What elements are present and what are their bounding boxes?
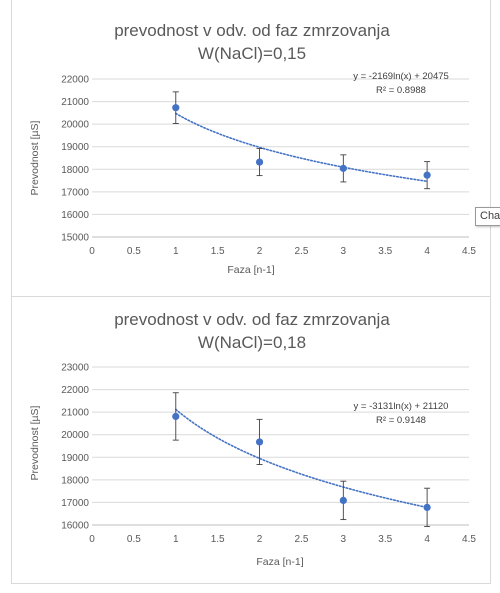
x-tick-label: 2 [257,246,263,257]
y-tick-label: 22000 [61,385,89,396]
y-tick-label: 17000 [61,498,89,509]
x-tick-label: 3 [341,534,347,545]
x-tick-label: 0 [89,534,95,545]
x-tick-label: 1.5 [211,246,225,257]
chart-tooltip: Cha [475,207,500,226]
x-tick-label: 0 [89,246,95,257]
trendline-r-squared: R² = 0.9148 [376,415,426,426]
x-tick-label: 2 [257,534,263,545]
x-tick-label: 3.5 [378,246,392,257]
y-tick-label: 22000 [61,75,89,86]
data-points [172,104,431,179]
chart-title-line1: prevodnost v odv. od faz zmrzovanja [114,21,390,40]
x-tick-label: 3.5 [378,534,392,545]
x-tick-label: 4 [424,246,430,257]
y-tick-label: 18000 [61,165,89,176]
chart-svg-018: prevodnost v odv. od faz zmrzovanja W(Na… [29,310,476,568]
error-bars [172,91,431,190]
y-axis-label: Prevodnost [µS] [29,120,41,195]
x-tick-label: 1 [173,246,179,257]
trendline-path [174,112,428,183]
x-tick-label: 1 [173,534,179,545]
y-tick-label: 20000 [61,120,89,131]
y-tick-label: 18000 [61,475,89,486]
chart-title-line1: prevodnost v odv. od faz zmrzovanja [114,310,390,329]
gridlines [92,78,469,215]
data-point-4 [423,503,431,511]
y-tick-label: 17000 [61,187,89,198]
x-tick-label: 0.5 [127,246,141,257]
x-tick-label: 4.5 [462,534,476,545]
axes: 16000 17000 18000 19000 20000 21000 22000 23000… [61,363,476,546]
y-tick-label: 16000 [61,521,89,532]
x-tick-label: 0.5 [127,534,141,545]
y-tick-label: 20000 [61,430,89,441]
gridlines [92,366,469,503]
y-tick-label: 15000 [61,233,89,244]
data-point-2 [255,158,264,166]
chart-panel-conductivity-018[interactable]: prevodnost v odv. od faz zmrzovanja W(Na… [11,296,491,584]
error-bars [172,392,431,528]
x-tick-label: 1.5 [211,534,225,545]
data-point-1 [172,104,180,112]
x-tick-label: 4 [424,534,430,545]
chart-title-line2: W(NaCl)=0,18 [198,333,306,352]
x-axis-label: Faza [n-1] [227,264,274,276]
chart-title-line2: W(NaCl)=0,15 [198,44,306,63]
data-point-2 [255,438,264,446]
data-point-3 [339,164,347,172]
y-tick-label: 23000 [61,363,89,374]
trendline-equation: y = -2169ln(x) + 20475 [353,71,449,82]
x-tick-label: 2.5 [294,534,308,545]
y-tick-label: 21000 [61,97,89,108]
x-tick-label: 3 [341,246,347,257]
x-tick-label: 2.5 [294,246,308,257]
trendline-path [174,408,428,509]
y-tick-label: 19000 [61,453,89,464]
y-tick-label: 16000 [61,210,89,221]
chart-svg-015: prevodnost v odv. od faz zmrzovanja W(Na… [29,21,476,276]
trendline [174,112,428,183]
x-tick-label: 4.5 [462,246,476,257]
data-point-1 [172,412,180,421]
trendline-equation: y = -3131ln(x) + 21120 [354,401,449,412]
x-axis-label: Faza [n-1] [256,556,303,568]
data-point-4 [423,171,431,179]
axes: 15000 16000 17000 18000 19000 20000 21000 22000… [61,75,476,258]
data-points [172,412,431,511]
data-point-3 [339,496,347,504]
trendline-r-squared: R² = 0.8988 [376,85,426,96]
y-tick-label: 21000 [61,408,89,419]
y-tick-label: 19000 [61,142,89,153]
trendline [174,408,428,509]
chart-panel-conductivity-015[interactable]: prevodnost v odv. od faz zmrzovanja W(Na… [11,0,491,297]
y-axis-label: Prevodnost [µS] [29,405,41,480]
